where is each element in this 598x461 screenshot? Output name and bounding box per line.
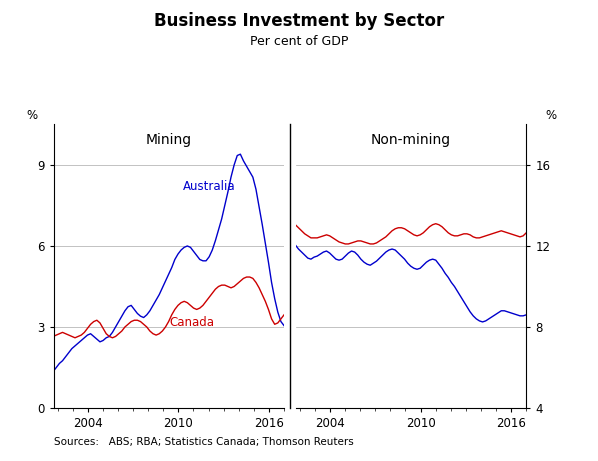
Text: %: % bbox=[26, 109, 37, 122]
Text: Sources:   ABS; RBA; Statistics Canada; Thomson Reuters: Sources: ABS; RBA; Statistics Canada; Th… bbox=[54, 437, 353, 447]
Text: Mining: Mining bbox=[146, 133, 192, 147]
Text: Business Investment by Sector: Business Investment by Sector bbox=[154, 12, 444, 30]
Text: %: % bbox=[545, 109, 556, 122]
Text: Canada: Canada bbox=[169, 316, 214, 329]
Text: Non-mining: Non-mining bbox=[371, 133, 451, 147]
Text: Per cent of GDP: Per cent of GDP bbox=[250, 35, 348, 47]
Text: Australia: Australia bbox=[183, 180, 236, 193]
